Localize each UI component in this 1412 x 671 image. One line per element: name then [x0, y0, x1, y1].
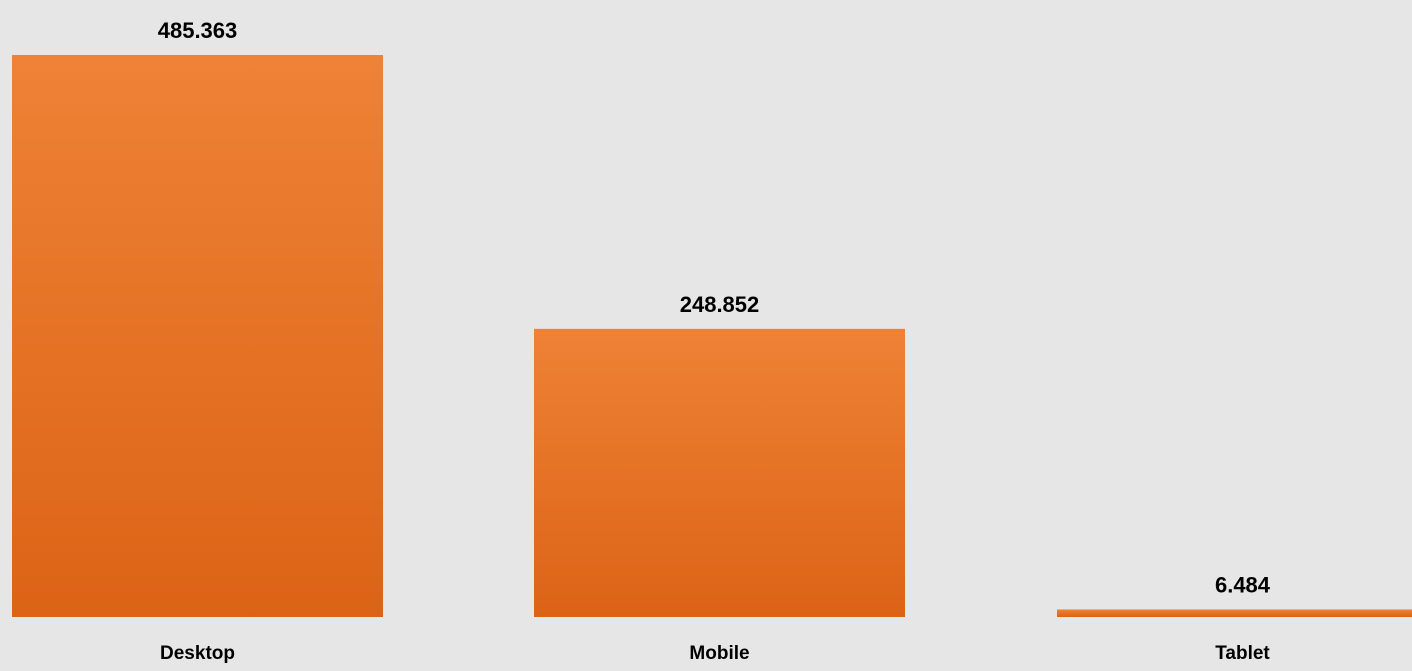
bar-mobile — [534, 328, 905, 617]
bar-tablet — [1057, 609, 1412, 617]
value-labels-layer: 485.363 248.852 6.484 — [158, 18, 1271, 597]
value-label-desktop: 485.363 — [158, 18, 238, 43]
value-label-mobile: 248.852 — [680, 292, 760, 317]
bars-layer — [12, 55, 1412, 617]
bar-desktop — [12, 55, 383, 617]
category-label-tablet: Tablet — [1215, 643, 1270, 664]
category-label-desktop: Desktop — [160, 643, 235, 664]
category-label-mobile: Mobile — [689, 643, 749, 664]
category-labels-layer: Desktop Mobile Tablet — [160, 643, 1270, 664]
value-label-tablet: 6.484 — [1215, 572, 1271, 597]
